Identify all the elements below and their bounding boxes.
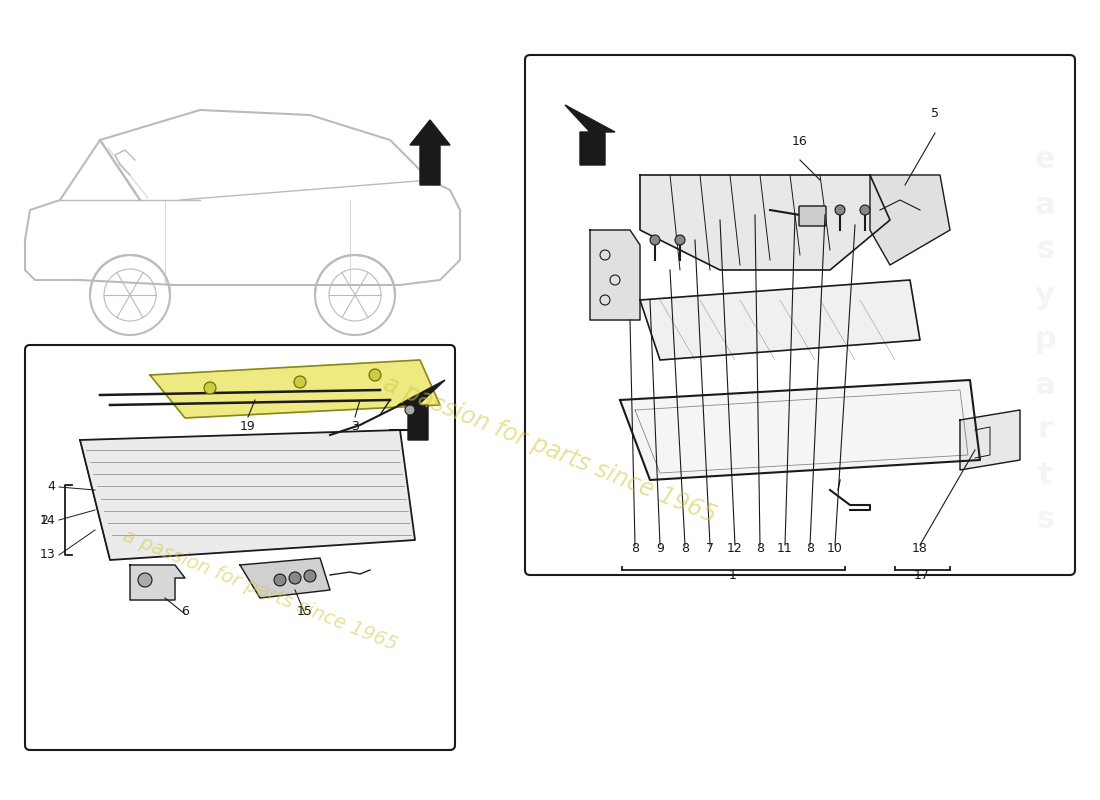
Text: s: s [1036,235,1054,265]
Text: 11: 11 [777,542,793,555]
FancyBboxPatch shape [525,55,1075,575]
Text: a passion for parts since 1965: a passion for parts since 1965 [381,372,719,528]
Polygon shape [590,230,640,320]
Circle shape [289,572,301,584]
Text: 8: 8 [681,542,689,555]
Text: s: s [1036,506,1054,534]
Polygon shape [80,430,415,560]
Circle shape [274,574,286,586]
Text: 17: 17 [914,569,929,582]
Text: 8: 8 [756,542,764,555]
Text: p: p [1034,326,1056,354]
Circle shape [368,369,381,381]
Text: 6: 6 [182,605,189,618]
Circle shape [675,235,685,245]
Circle shape [304,570,316,582]
Text: 3: 3 [351,420,359,433]
Text: 10: 10 [827,542,843,555]
Circle shape [860,205,870,215]
Polygon shape [240,558,330,598]
Polygon shape [398,380,446,440]
Polygon shape [870,175,950,265]
Polygon shape [640,280,920,360]
Polygon shape [565,105,615,165]
Text: 9: 9 [656,542,664,555]
Polygon shape [640,175,890,270]
Text: 7: 7 [706,542,714,555]
Text: 13: 13 [40,549,55,562]
Circle shape [405,405,415,415]
Text: t: t [1037,461,1053,490]
Text: r: r [1037,415,1053,445]
Polygon shape [150,360,440,418]
Polygon shape [410,120,450,185]
Text: e: e [1035,146,1055,174]
Text: 4: 4 [47,481,55,494]
Polygon shape [960,410,1020,470]
Text: 5: 5 [931,107,939,120]
Text: a passion for parts since 1965: a passion for parts since 1965 [120,526,400,654]
Text: 14: 14 [40,514,55,526]
Circle shape [204,382,216,394]
Text: a: a [1035,370,1055,399]
Text: 12: 12 [727,542,742,555]
Text: 2: 2 [40,514,48,526]
Text: 16: 16 [792,135,807,148]
Circle shape [138,573,152,587]
Circle shape [835,205,845,215]
Polygon shape [620,380,980,480]
Circle shape [294,376,306,388]
FancyBboxPatch shape [799,206,826,226]
Text: 15: 15 [297,605,312,618]
Circle shape [650,235,660,245]
FancyBboxPatch shape [25,345,455,750]
Text: 18: 18 [912,542,928,555]
Text: a: a [1035,190,1055,219]
Polygon shape [130,565,185,600]
Text: 8: 8 [806,542,814,555]
Text: y: y [1035,281,1055,310]
Text: 8: 8 [631,542,639,555]
Text: 1: 1 [729,569,737,582]
Text: 19: 19 [240,420,256,433]
